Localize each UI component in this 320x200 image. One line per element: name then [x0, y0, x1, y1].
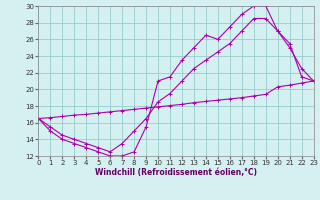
X-axis label: Windchill (Refroidissement éolien,°C): Windchill (Refroidissement éolien,°C): [95, 168, 257, 177]
